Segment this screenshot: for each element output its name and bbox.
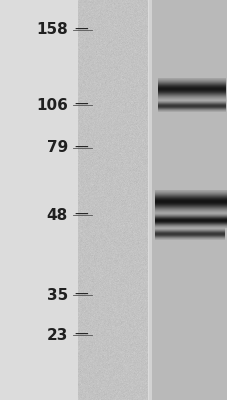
Text: —: — bbox=[74, 141, 87, 155]
Text: —: — bbox=[74, 98, 87, 112]
Text: 79: 79 bbox=[47, 140, 68, 156]
Text: 23: 23 bbox=[46, 328, 68, 342]
Text: —: — bbox=[74, 208, 87, 222]
Text: 158: 158 bbox=[36, 22, 68, 38]
Text: —: — bbox=[74, 328, 87, 342]
Text: 48: 48 bbox=[47, 208, 68, 222]
Text: 106: 106 bbox=[36, 98, 68, 112]
Text: —: — bbox=[74, 23, 87, 37]
Text: 35: 35 bbox=[47, 288, 68, 302]
Text: —: — bbox=[74, 288, 87, 302]
